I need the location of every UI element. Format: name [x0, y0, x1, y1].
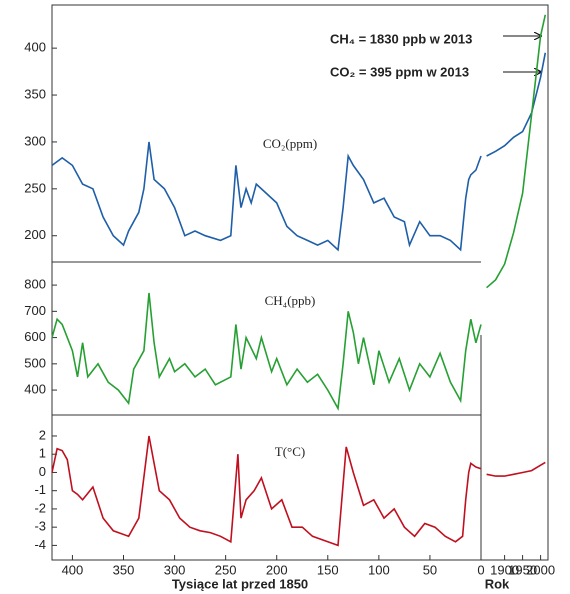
- y-tick-label: 1: [39, 446, 46, 461]
- y-tick-label: -2: [34, 500, 46, 515]
- data-line: [51, 141, 482, 252]
- y-tick-label: -1: [34, 482, 46, 497]
- y-tick-label: -4: [34, 537, 46, 552]
- annotation: CH₄ = 1830 ppb w 2013: [330, 31, 472, 46]
- y-tick-label: 2: [39, 427, 46, 442]
- x2-tick-label: 1900: [490, 562, 519, 577]
- recent-line: [486, 461, 546, 477]
- y-tick-label: -3: [34, 519, 46, 534]
- x-tick-label: 200: [266, 562, 288, 577]
- data-line: [51, 435, 482, 547]
- panel-label: T(°C): [275, 444, 305, 459]
- y-tick-label: 800: [24, 277, 46, 292]
- y-tick-label: 200: [24, 227, 46, 242]
- y-tick-label: 350: [24, 86, 46, 101]
- x-tick-label: 350: [113, 562, 135, 577]
- x-tick-label: 300: [164, 562, 186, 577]
- x-tick-label: 250: [215, 562, 237, 577]
- x2-tick-label: 1950: [508, 562, 537, 577]
- y-tick-label: 700: [24, 303, 46, 318]
- panel-label: CH₄(ppb): [265, 293, 316, 308]
- y-tick-label: 400: [24, 382, 46, 397]
- x-tick-label: 50: [423, 562, 437, 577]
- plot-frame: [51, 4, 549, 561]
- recent-line: [486, 52, 547, 157]
- y-tick-label: 400: [24, 40, 46, 55]
- x-tick-label: 400: [62, 562, 84, 577]
- x-tick-label: 100: [368, 562, 390, 577]
- y-tick-label: 250: [24, 180, 46, 195]
- y-tick-label: 300: [24, 133, 46, 148]
- data-line: [51, 292, 482, 411]
- x-tick-label: 0: [477, 562, 484, 577]
- y-tick-label: 600: [24, 329, 46, 344]
- x-tick-label: 150: [317, 562, 339, 577]
- panel-label: CO₂(ppm): [263, 136, 317, 151]
- y-tick-label: 0: [39, 464, 46, 479]
- recent-line: [486, 14, 547, 289]
- x2-tick-label: 2000: [526, 562, 555, 577]
- annotation: CO₂ = 395 ppm w 2013: [330, 64, 469, 79]
- y-tick-label: 500: [24, 355, 46, 370]
- x-axis-label: Tysiące lat przed 1850: [172, 576, 308, 591]
- x2-axis-label: Rok: [485, 576, 510, 591]
